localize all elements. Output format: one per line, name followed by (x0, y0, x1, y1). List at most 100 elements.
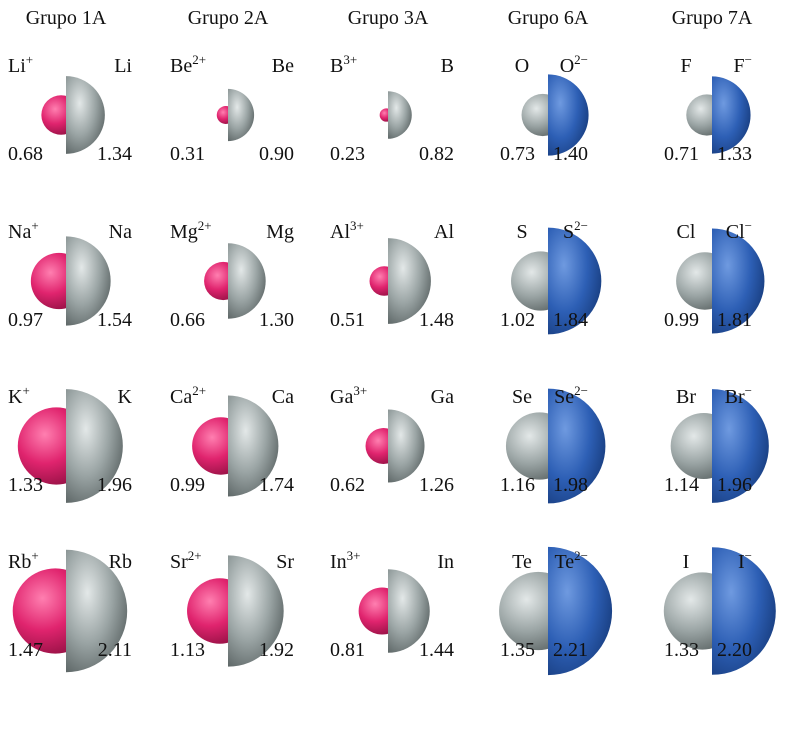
ion-symbol: Li (8, 55, 26, 77)
ion-charge: 3+ (350, 218, 364, 233)
ion-radius: 2.21 (553, 639, 588, 661)
ion-half-sphere (548, 227, 602, 335)
ion-label: B3+ (330, 52, 357, 77)
ion-charge: − (745, 548, 752, 563)
ion-label: In3+ (330, 548, 361, 573)
ion-symbol: S (563, 221, 574, 243)
ion-symbol: I (738, 551, 745, 573)
ion-symbol: Al (330, 221, 350, 243)
ion-half-sphere (712, 76, 751, 154)
ion-radius: 0.66 (170, 309, 205, 331)
ion-half-sphere (548, 388, 606, 504)
atom-half-sphere (66, 236, 111, 326)
atom-label: Te (512, 551, 532, 573)
ion-radius: 2.20 (717, 639, 752, 661)
atom-radius: 1.26 (419, 474, 454, 496)
atom-radius: 1.33 (664, 639, 699, 661)
ion-radius: 0.31 (170, 143, 205, 165)
atom-radius: 1.14 (664, 474, 699, 496)
atom-half-sphere (388, 569, 430, 653)
ion-symbol: Na (8, 221, 31, 243)
group-title: Grupo 3A (348, 7, 429, 29)
ion-radius: 1.40 (553, 143, 588, 165)
ion-label: Sr2+ (170, 548, 202, 573)
ion-label: K+ (8, 383, 30, 408)
ion-radius: 1.84 (553, 309, 588, 331)
ion-charge: 2+ (192, 52, 206, 67)
atom-radius: 1.44 (419, 639, 454, 661)
ion-charge: + (22, 383, 29, 398)
ion-charge: 2− (574, 218, 588, 233)
atom-label: F (680, 55, 691, 77)
ion-charge: − (745, 52, 752, 67)
atom-label: S (516, 221, 527, 243)
atom-radius: 1.92 (259, 639, 294, 661)
atom-label: Na (109, 221, 132, 243)
atom-half-sphere (228, 555, 284, 667)
atom-radius: 0.73 (500, 143, 535, 165)
atom-half-sphere (388, 238, 431, 324)
atom-radius: 1.54 (97, 309, 132, 331)
ion-radius: 0.81 (330, 639, 365, 661)
ion-charge: + (31, 218, 38, 233)
atom-half-sphere (228, 88, 255, 142)
ion-label: Mg2+ (170, 218, 212, 243)
atom-radius: 1.30 (259, 309, 294, 331)
ion-charge: 3+ (347, 548, 361, 563)
ion-label: Be2+ (170, 52, 206, 77)
ion-label: I− (738, 548, 752, 573)
ion-radius: 1.33 (8, 474, 43, 496)
ion-symbol: O (560, 55, 574, 77)
ion-radius: 0.97 (8, 309, 43, 331)
atom-label: I (683, 551, 690, 573)
ion-label: Se2− (554, 383, 588, 408)
atom-radius: 1.35 (500, 639, 535, 661)
ion-label: Na+ (8, 218, 39, 243)
atom-radius: 1.16 (500, 474, 535, 496)
ion-charge: + (26, 52, 33, 67)
ion-label: F− (734, 52, 752, 77)
atom-label: Se (512, 386, 532, 408)
atom-label: Ca (272, 386, 294, 408)
ion-radius: 1.98 (553, 474, 588, 496)
ion-charge: 2− (574, 52, 588, 67)
atom-radius: 1.48 (419, 309, 454, 331)
ion-charge: 2− (574, 383, 588, 398)
ion-charge: 3+ (353, 383, 367, 398)
ion-symbol: Ga (330, 386, 353, 408)
atom-radius: 1.74 (259, 474, 294, 496)
ion-symbol: Mg (170, 221, 198, 243)
ion-radius: 1.33 (717, 143, 752, 165)
ion-radius: 0.23 (330, 143, 365, 165)
group-title: Grupo 1A (26, 7, 107, 29)
ion-symbol: F (734, 55, 745, 77)
ion-symbol: Sr (170, 551, 188, 573)
ion-symbol: Ca (170, 386, 192, 408)
ion-symbol: Cl (726, 221, 745, 243)
ion-charge: 2+ (192, 383, 206, 398)
atom-label: Al (434, 221, 454, 243)
atom-label: O (515, 55, 529, 77)
ion-radius: 1.13 (170, 639, 205, 661)
group-title: Grupo 2A (188, 7, 269, 29)
atom-half-sphere (388, 409, 425, 483)
atom-radius: 0.82 (419, 143, 454, 165)
atom-label: Be (272, 55, 294, 77)
ion-symbol: Br (725, 386, 745, 408)
atom-radius: 1.02 (500, 309, 535, 331)
atom-half-sphere (66, 389, 123, 503)
ion-radius: 1.47 (8, 639, 43, 661)
atom-label: Cl (677, 221, 696, 243)
atom-label: Li (114, 55, 132, 77)
ion-label: Ga3+ (330, 383, 367, 408)
ion-label: Te2− (554, 548, 588, 573)
ion-label: Cl− (726, 218, 752, 243)
group-title: Grupo 6A (508, 7, 589, 29)
ion-radius: 0.62 (330, 474, 365, 496)
ion-charge: − (745, 383, 752, 398)
atom-half-sphere (228, 243, 266, 319)
ion-label: Rb+ (8, 548, 39, 573)
ion-radius: 1.81 (717, 309, 752, 331)
ion-radius: 1.96 (717, 474, 752, 496)
